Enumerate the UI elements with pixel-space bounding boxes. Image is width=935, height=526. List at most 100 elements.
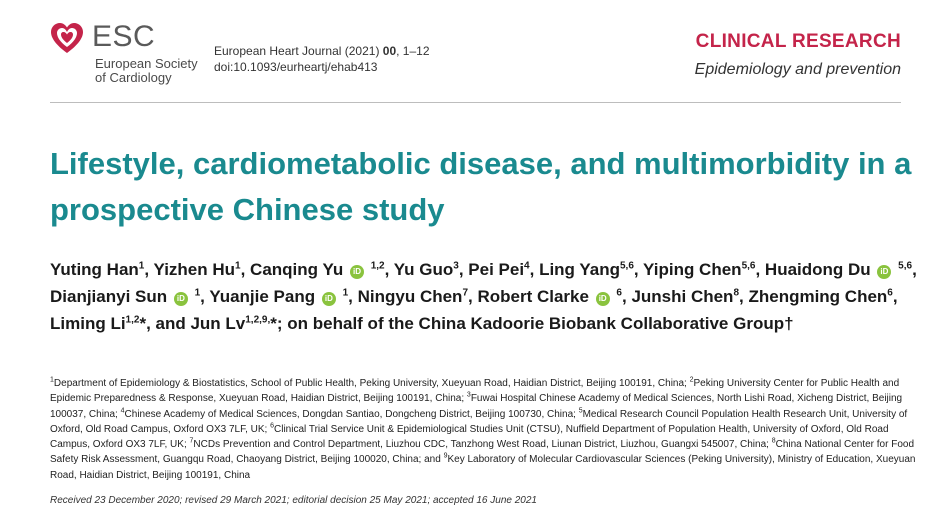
author-separator: *; bbox=[270, 314, 288, 333]
orcid-icon[interactable]: iD bbox=[877, 265, 892, 279]
author-separator: , bbox=[144, 260, 154, 279]
doi-link[interactable]: doi:10.1093/eurheartj/ehab413 bbox=[214, 60, 378, 74]
affiliation-number: 7 bbox=[189, 437, 194, 445]
author-separator: *, bbox=[139, 314, 156, 333]
author-name[interactable]: Liming Li bbox=[50, 314, 126, 333]
author-name[interactable]: Yuting Han bbox=[50, 260, 139, 279]
author-separator: † bbox=[784, 314, 794, 333]
affiliation-marker: 1 bbox=[194, 287, 201, 299]
affiliation-marker: 1 bbox=[138, 260, 145, 272]
orcid-icon[interactable]: iD bbox=[173, 292, 188, 306]
author-entry: Pei Pei4, bbox=[468, 260, 539, 279]
orcid-icon[interactable]: iD bbox=[321, 292, 336, 306]
affiliation-marker: 1 bbox=[342, 287, 349, 299]
author-separator: , bbox=[755, 260, 765, 279]
author-entry: Yuting Han1, bbox=[50, 260, 153, 279]
author-name[interactable]: Canqing Yu bbox=[250, 260, 344, 279]
author-entry: Huaidong Du iD 5,6, bbox=[765, 260, 917, 279]
esc-heart-logo-icon bbox=[51, 23, 83, 53]
affiliation-marker: 5,6 bbox=[898, 260, 913, 272]
author-entry: Dianjianyi Sun iD 1, bbox=[50, 287, 209, 306]
affiliation-marker: 5,6 bbox=[741, 260, 756, 272]
author-entry: Yizhen Hu1, bbox=[153, 260, 250, 279]
journal-name: European Heart Journal (2021) bbox=[214, 44, 380, 58]
affiliation-number: 1 bbox=[50, 376, 54, 384]
section-heading: CLINICAL RESEARCH bbox=[695, 31, 901, 52]
affiliation-marker: 6 bbox=[887, 287, 893, 299]
affiliation-item: 8China National Center for Food Safety R… bbox=[50, 437, 914, 466]
affiliation-text: Department of Epidemiology & Biostatisti… bbox=[53, 378, 690, 389]
author-name[interactable]: Pei Pei bbox=[468, 260, 525, 279]
affiliation-number: 4 bbox=[120, 407, 125, 415]
affiliation-item: 9Key Laboratory of Molecular Cardiovascu… bbox=[50, 453, 915, 481]
affiliation-number: 6 bbox=[270, 422, 274, 430]
affiliation-item: 3Fuwai Hospital Chinese Academy of Medic… bbox=[50, 391, 903, 420]
journal-pages: , 1–12 bbox=[396, 44, 430, 58]
author-name[interactable]: and Jun Lv bbox=[155, 314, 246, 333]
author-entry: Yuanjie Pang iD 1, bbox=[209, 287, 357, 306]
orcid-icon[interactable]: iD bbox=[595, 292, 610, 306]
received-dates: Received 23 December 2020; revised 29 Ma… bbox=[50, 495, 537, 506]
author-separator: , bbox=[458, 260, 469, 279]
affiliation-marker: 1,2 bbox=[125, 314, 140, 326]
author-entry: Liming Li1,2*, bbox=[50, 314, 156, 333]
affiliation-text: NCDs Prevention and Control Department, … bbox=[193, 439, 772, 451]
author-name[interactable]: Yuanjie Pang bbox=[209, 287, 316, 306]
affiliation-number: 5 bbox=[578, 407, 583, 415]
author-separator: , bbox=[200, 287, 210, 306]
author-entry: and Jun Lv1,2,9,*; bbox=[156, 314, 288, 333]
journal-citation: European Heart Journal (2021) 00, 1–12 d… bbox=[214, 43, 430, 75]
author-separator: , bbox=[633, 260, 644, 279]
author-separator: , bbox=[348, 287, 358, 306]
affiliation-item: 6Clinical Trial Service Unit & Epidemiol… bbox=[50, 422, 889, 451]
esc-society-name: European Society of Cardiology bbox=[95, 57, 198, 85]
affiliation-text: Peking University Center for Public Heal… bbox=[50, 378, 900, 405]
author-name[interactable]: on behalf of the China Kadoorie Biobank … bbox=[287, 314, 785, 333]
affiliation-marker: 1,2 bbox=[370, 260, 385, 272]
affiliation-text: Chinese Academy of Medical Sciences, Don… bbox=[124, 408, 579, 420]
author-name[interactable]: Junshi Chen bbox=[631, 287, 734, 306]
affiliation-marker: 1 bbox=[235, 260, 241, 272]
author-entry: Ling Yang5,6, bbox=[539, 260, 643, 279]
article-title: Lifestyle, cardiometabolic disease, and … bbox=[50, 146, 912, 227]
affiliation-marker: 6 bbox=[616, 287, 622, 299]
journal-volume: 00 bbox=[382, 44, 397, 58]
header-divider bbox=[50, 102, 901, 103]
author-separator: , bbox=[739, 287, 749, 306]
orcid-icon[interactable]: iD bbox=[349, 265, 364, 279]
author-entry: Yiping Chen5,6, bbox=[643, 260, 765, 279]
author-separator: , bbox=[384, 260, 394, 279]
author-name[interactable]: Ling Yang bbox=[539, 260, 620, 279]
author-name[interactable]: Robert Clarke bbox=[477, 287, 589, 306]
affiliation-text: Clinical Trial Service Unit & Epidemiolo… bbox=[50, 423, 889, 451]
author-name[interactable]: Yu Guo bbox=[393, 260, 454, 279]
affiliation-text: Fuwai Hospital Chinese Academy of Medica… bbox=[50, 393, 903, 420]
author-entry: Yu Guo3, bbox=[394, 260, 469, 279]
author-name[interactable]: Yizhen Hu bbox=[153, 260, 236, 279]
author-entry: Zhengming Chen6, bbox=[748, 287, 897, 306]
author-entry: Ningyu Chen7, bbox=[358, 287, 478, 306]
author-name[interactable]: Huaidong Du bbox=[764, 260, 871, 279]
esc-society-line1: European Society bbox=[95, 56, 198, 71]
affiliation-marker: 8 bbox=[733, 287, 740, 299]
author-name[interactable]: Dianjianyi Sun bbox=[50, 287, 168, 306]
affiliation-number: 3 bbox=[466, 391, 471, 399]
author-name[interactable]: Ningyu Chen bbox=[357, 287, 463, 306]
author-separator: , bbox=[912, 260, 917, 279]
esc-wordmark: ESC bbox=[92, 20, 156, 53]
author-list: Yuting Han1, Yizhen Hu1, Canqing Yu iD 1… bbox=[50, 256, 920, 337]
author-name[interactable]: Zhengming Chen bbox=[748, 287, 888, 306]
affiliation-number: 8 bbox=[771, 437, 776, 445]
affiliation-marker: 3 bbox=[453, 260, 459, 272]
affiliation-marker: 4 bbox=[524, 260, 530, 272]
affiliation-number: 2 bbox=[689, 376, 694, 384]
affiliation-marker: 5,6 bbox=[619, 260, 634, 272]
affiliation-item: 1Department of Epidemiology & Biostatist… bbox=[50, 376, 690, 389]
section-subheading: Epidemiology and prevention bbox=[694, 61, 901, 78]
author-separator: , bbox=[621, 287, 632, 306]
affiliation-item: 2Peking University Center for Public Hea… bbox=[50, 376, 900, 405]
author-separator: , bbox=[892, 287, 898, 306]
affiliation-marker: 7 bbox=[462, 287, 469, 299]
author-name[interactable]: Yiping Chen bbox=[643, 260, 742, 279]
affiliation-text: Medical Research Council Population Heal… bbox=[50, 408, 908, 435]
